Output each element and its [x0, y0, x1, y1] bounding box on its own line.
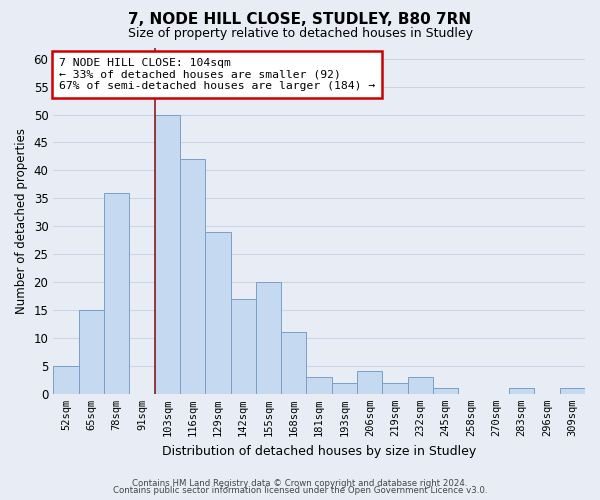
Bar	[155, 114, 180, 394]
Bar	[509, 388, 535, 394]
Bar	[180, 159, 205, 394]
Bar	[357, 372, 382, 394]
Text: Contains HM Land Registry data © Crown copyright and database right 2024.: Contains HM Land Registry data © Crown c…	[132, 478, 468, 488]
Bar	[53, 366, 79, 394]
Bar	[230, 299, 256, 394]
Text: Contains public sector information licensed under the Open Government Licence v3: Contains public sector information licen…	[113, 486, 487, 495]
Bar	[79, 310, 104, 394]
Bar	[382, 382, 408, 394]
X-axis label: Distribution of detached houses by size in Studley: Distribution of detached houses by size …	[162, 444, 476, 458]
Bar	[332, 382, 357, 394]
Bar	[408, 377, 433, 394]
Text: 7, NODE HILL CLOSE, STUDLEY, B80 7RN: 7, NODE HILL CLOSE, STUDLEY, B80 7RN	[128, 12, 472, 28]
Bar	[433, 388, 458, 394]
Bar	[560, 388, 585, 394]
Text: 7 NODE HILL CLOSE: 104sqm
← 33% of detached houses are smaller (92)
67% of semi-: 7 NODE HILL CLOSE: 104sqm ← 33% of detac…	[59, 58, 375, 91]
Bar	[281, 332, 307, 394]
Bar	[205, 232, 230, 394]
Text: Size of property relative to detached houses in Studley: Size of property relative to detached ho…	[128, 28, 473, 40]
Bar	[256, 282, 281, 394]
Bar	[104, 192, 129, 394]
Bar	[307, 377, 332, 394]
Y-axis label: Number of detached properties: Number of detached properties	[15, 128, 28, 314]
